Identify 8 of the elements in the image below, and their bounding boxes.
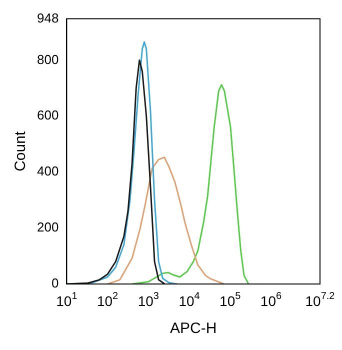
y-tick-label: 948 <box>36 10 59 26</box>
x-axis-title: APC-H <box>170 320 217 338</box>
y-tick-label: 400 <box>36 164 59 179</box>
y-tick-label: 200 <box>36 220 59 235</box>
y-tick-label: 800 <box>36 52 59 67</box>
y-tick-label: 0 <box>51 276 59 291</box>
y-tick-label: 600 <box>36 108 59 123</box>
y-axis-title: Count <box>12 130 30 172</box>
